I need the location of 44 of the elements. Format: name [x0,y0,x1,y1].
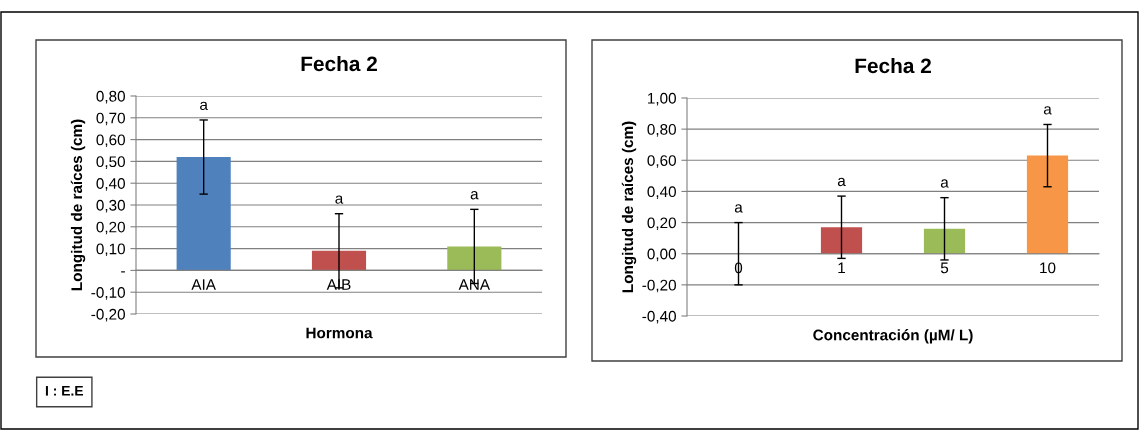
y-tick-label: 0,60 [96,134,125,148]
y-tick-label: 0,40 [96,178,125,191]
y-tick-label: 0,20 [96,221,125,235]
y-tick-label: -0,20 [91,308,125,322]
y-tick-label: -0,10 [91,287,125,300]
annotation: a [940,179,949,188]
annotation: a [470,191,479,200]
annotation: a [734,204,743,213]
bar [923,228,966,254]
x-axis-title: Concentración (µM/ L) [813,329,973,344]
y-tick-label: 0,00 [647,248,676,262]
y-tick-label: 0,60 [647,155,676,168]
y-tick-label: 1,00 [648,92,676,106]
chart-title: Fecha 2 [301,55,377,72]
x-tick-label: 1 [838,262,845,274]
x-tick-label: 5 [940,262,949,274]
text: I : E.E [45,386,84,396]
y-tick-label: 0,50 [96,156,125,169]
annotation: a [200,101,208,111]
x-tick-label: 10 [1040,262,1056,274]
bar [1026,155,1069,254]
y-tick-label: 0,10 [96,243,125,257]
x-axis-title: Hormona [306,327,373,339]
y-tick-label: 0,80 [647,124,676,137]
y-tick-label: 0,80 [96,90,125,104]
chart-title: Fecha 2 [855,57,931,74]
bar [820,227,863,254]
y-tick-label: 0,40 [647,186,676,199]
annotation: a [837,177,846,187]
y-tick-label: -0,20 [642,279,676,293]
y-tick-label: 0,70 [96,112,125,126]
x-tick-label: AIA [191,279,216,290]
bar [447,246,502,271]
annotation: a [1043,106,1052,115]
y-tick-label: 0,30 [96,199,125,213]
y-tick-label: 0,20 [647,217,676,231]
y-axis-title: Longitud de raíces (cm) [70,119,86,291]
y-axis-title: Longitud de raíces (cm) [621,121,637,293]
bar [311,250,367,271]
x-tick-label: ANA [458,279,491,290]
bar [176,157,231,271]
y-tick-label: -0,40 [642,310,676,324]
annotation: a [335,195,344,204]
y-tick-label: - [121,271,125,273]
